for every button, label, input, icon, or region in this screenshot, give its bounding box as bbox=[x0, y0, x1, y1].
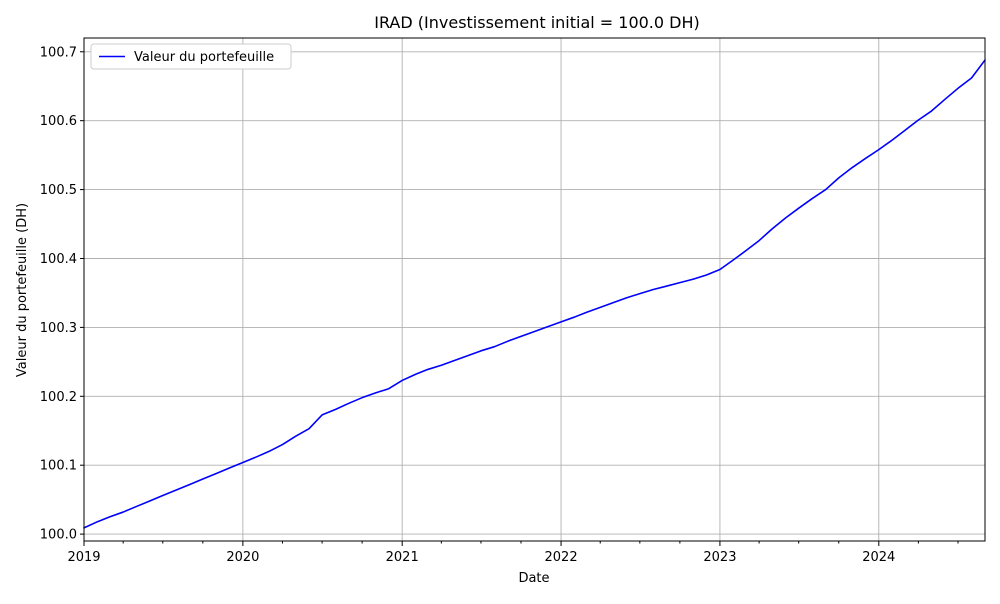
chart-title: IRAD (Investissement initial = 100.0 DH) bbox=[374, 13, 700, 32]
y-tick-label: 100.2 bbox=[40, 390, 77, 405]
y-tick-label: 100.3 bbox=[40, 321, 77, 336]
x-tick-label: 2020 bbox=[226, 550, 259, 565]
x-tick-label: 2023 bbox=[703, 550, 736, 565]
y-tick-label: 100.4 bbox=[40, 252, 77, 267]
legend: Valeur du portefeuille bbox=[90, 43, 292, 70]
x-tick-label: 2019 bbox=[67, 550, 100, 565]
y-axis-label: Valeur du portefeuille (DH) bbox=[15, 203, 30, 377]
y-tick-label: 100.5 bbox=[40, 183, 77, 198]
x-tick-label: 2022 bbox=[545, 550, 578, 565]
y-tick-label: 100.6 bbox=[40, 114, 77, 129]
y-tick-label: 100.0 bbox=[40, 528, 77, 543]
x-tick-label: 2024 bbox=[862, 550, 895, 565]
plot-frame bbox=[83, 37, 986, 542]
grid bbox=[83, 38, 985, 541]
legend-label: Valeur du portefeuille bbox=[134, 50, 274, 65]
y-tick-label: 100.7 bbox=[40, 45, 77, 60]
series-line bbox=[83, 59, 986, 529]
y-tick-label: 100.1 bbox=[40, 459, 77, 474]
series-layer bbox=[83, 59, 986, 529]
x-tick-label: 2021 bbox=[386, 550, 419, 565]
axis-ticks: 100.0 100.1 100.2 100.3 100.4 100.5 100.6 100.7… bbox=[40, 45, 959, 565]
legend-box bbox=[90, 43, 292, 70]
x-axis-label: Date bbox=[518, 571, 549, 586]
